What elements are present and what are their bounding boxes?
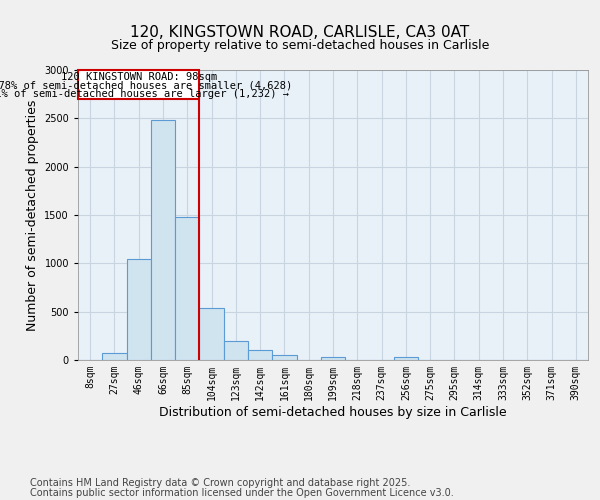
Text: Contains public sector information licensed under the Open Government Licence v3: Contains public sector information licen… <box>30 488 454 498</box>
Text: 21% of semi-detached houses are larger (1,232) →: 21% of semi-detached houses are larger (… <box>0 90 289 100</box>
Bar <box>224 340 248 360</box>
Bar <box>321 357 345 360</box>
Bar <box>127 258 151 360</box>
Bar <box>175 217 199 360</box>
Text: 120 KINGSTOWN ROAD: 98sqm: 120 KINGSTOWN ROAD: 98sqm <box>61 72 217 82</box>
Bar <box>394 357 418 360</box>
Text: Size of property relative to semi-detached houses in Carlisle: Size of property relative to semi-detach… <box>111 38 489 52</box>
Bar <box>272 355 296 360</box>
FancyBboxPatch shape <box>78 70 199 99</box>
Bar <box>102 353 127 360</box>
Bar <box>151 120 175 360</box>
Text: 120, KINGSTOWN ROAD, CARLISLE, CA3 0AT: 120, KINGSTOWN ROAD, CARLISLE, CA3 0AT <box>130 25 470 40</box>
X-axis label: Distribution of semi-detached houses by size in Carlisle: Distribution of semi-detached houses by … <box>159 406 507 418</box>
Bar <box>248 350 272 360</box>
Text: ← 78% of semi-detached houses are smaller (4,628): ← 78% of semi-detached houses are smalle… <box>0 80 292 90</box>
Y-axis label: Number of semi-detached properties: Number of semi-detached properties <box>26 100 38 330</box>
Text: Contains HM Land Registry data © Crown copyright and database right 2025.: Contains HM Land Registry data © Crown c… <box>30 478 410 488</box>
Bar <box>199 308 224 360</box>
